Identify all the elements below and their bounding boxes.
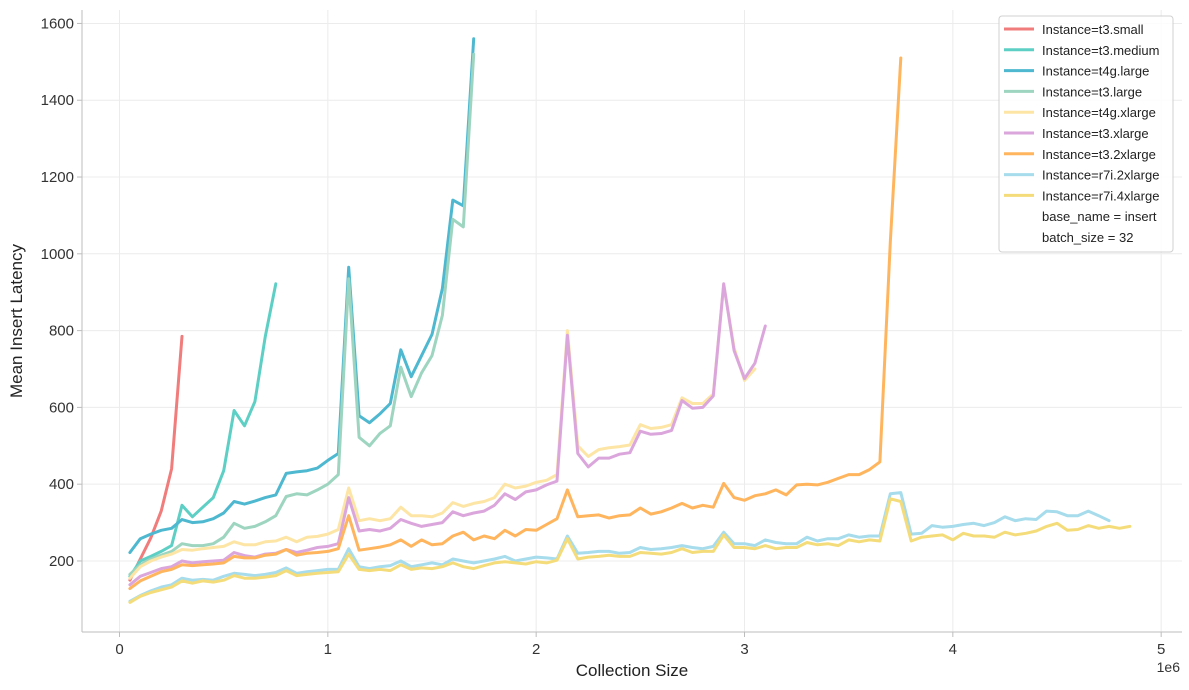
y-tick-label: 400	[49, 476, 74, 493]
legend: Instance=t3.small Instance=t3.medium Insta…	[998, 15, 1174, 253]
x-tick-label: 3	[740, 641, 748, 658]
legend-entry: Instance=t4g.large	[1042, 64, 1149, 79]
legend-note: base_name = insert	[1042, 209, 1157, 224]
x-axis-multiplier: 1e6	[1157, 659, 1181, 675]
series-line-r7i-2xlarge	[128, 491, 1111, 603]
series-line-t3-medium	[128, 282, 278, 578]
y-tick-label: 1000	[41, 246, 74, 263]
x-tick-label: 0	[115, 641, 123, 658]
x-tick-label: 2	[532, 641, 540, 658]
x-ticks: 0 1 2 3 4 5	[115, 632, 1165, 658]
legend-note: batch_size = 32	[1042, 230, 1133, 245]
x-tick-label: 1	[324, 641, 332, 658]
series-lines	[128, 37, 1132, 604]
y-tick-label: 1600	[41, 15, 74, 32]
x-tick-label: 4	[949, 641, 957, 658]
legend-entry: Instance=t3.medium	[1042, 43, 1159, 58]
legend-entry: Instance=r7i.2xlarge	[1042, 168, 1159, 183]
legend-box	[998, 15, 1174, 253]
y-axis-label: Mean Insert Latency	[7, 243, 26, 398]
y-tick-label: 1200	[41, 169, 74, 186]
y-ticks: 200 400 600 800 1000 1200 1400 1600	[41, 15, 82, 570]
x-axis-label: Collection Size	[576, 661, 688, 680]
y-tick-label: 200	[49, 553, 74, 570]
x-tick-label: 5	[1157, 641, 1165, 658]
series-line-t4g-large	[128, 37, 476, 554]
legend-entry: Instance=t3.large	[1042, 84, 1142, 99]
legend-entry: Instance=t4g.xlarge	[1042, 105, 1156, 120]
series-line-t3-xlarge	[128, 282, 767, 587]
y-tick-label: 600	[49, 399, 74, 416]
series-line-t3-large	[128, 52, 476, 576]
legend-entry: Instance=t3.small	[1042, 22, 1144, 37]
series-line-t4g-xlarge	[128, 283, 757, 580]
axes	[81, 10, 1182, 633]
legend-entry: Instance=t3.2xlarge	[1042, 147, 1156, 162]
y-tick-label: 1400	[41, 92, 74, 109]
series-line-r7i-4xlarge	[128, 497, 1132, 604]
y-tick-label: 800	[49, 323, 74, 340]
legend-entry: Instance=r7i.4xlarge	[1042, 188, 1159, 203]
series-line-t3-2xlarge	[128, 56, 903, 591]
legend-entry: Instance=t3.xlarge	[1042, 126, 1149, 141]
